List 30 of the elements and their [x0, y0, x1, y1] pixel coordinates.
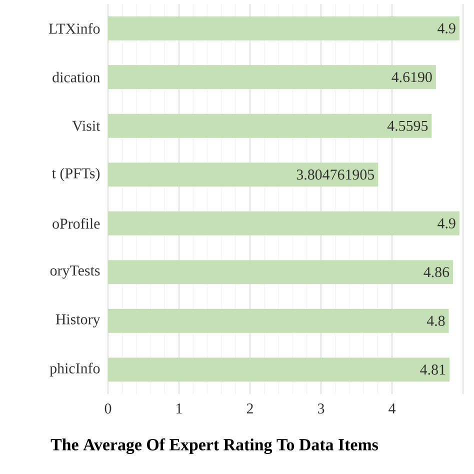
bar [108, 114, 432, 138]
y-tick-label: LTXinfo [48, 23, 100, 34]
x-tick-label: 4 [388, 404, 396, 414]
data-label: 4.81 [420, 364, 446, 375]
text: The Average Of Expert Rating To Data Items [50, 438, 378, 454]
x-tick-label: 3 [318, 404, 324, 414]
y-tick-label: Visit [72, 120, 100, 131]
bar [108, 65, 436, 90]
data-label: 3.804761905 [296, 170, 374, 180]
bar [108, 358, 450, 382]
y-tick-label: oProfile [52, 218, 100, 229]
bar [108, 16, 460, 40]
y-tick-label: oryTests [50, 266, 100, 279]
data-label: 4.6190 [392, 72, 432, 82]
data-label: 4.8 [426, 316, 445, 326]
data-label: 4.86 [424, 267, 450, 278]
y-tick-label: dication [52, 72, 100, 82]
bar [108, 211, 460, 236]
x-tick-label: 2 [246, 404, 253, 414]
bar [108, 308, 449, 333]
bar [108, 162, 378, 187]
x-tick-label: 0 [104, 404, 112, 414]
y-tick-label: History [56, 314, 100, 328]
bar [108, 260, 454, 284]
data-label: 4.9 [438, 23, 456, 34]
data-label: 4.5595 [387, 120, 428, 131]
y-tick-label: phicInfo [50, 362, 100, 376]
x-tick-label: 1 [176, 404, 182, 414]
y-tick-label: t (PFTs) [52, 168, 100, 182]
data-label: 4.9 [438, 218, 456, 228]
